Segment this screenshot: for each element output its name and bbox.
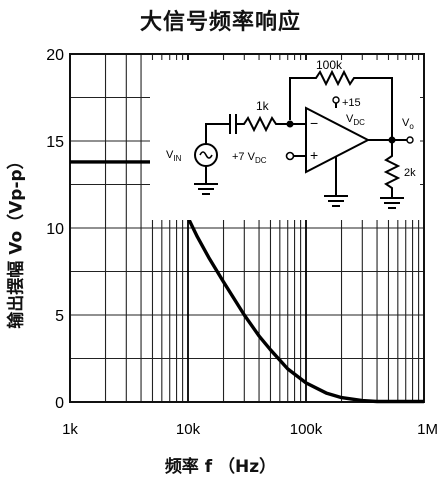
y-tick-label: 5: [55, 308, 64, 325]
y-tick-label: 10: [46, 221, 64, 238]
feedback-wire: [289, 69, 393, 140]
output-terminal: [406, 136, 414, 144]
circuit-diagram: 100k VIN 1k +7 VDC − + +15 VDC: [150, 58, 420, 220]
noninverting-symbol: +: [310, 147, 318, 163]
x-tick-label: 10k: [176, 421, 201, 438]
feedback-resistor-label: 100k: [316, 58, 343, 72]
load-resistor-label: 2k: [404, 167, 416, 179]
y-tick-label: 15: [46, 134, 64, 151]
bias-terminal: [285, 151, 295, 161]
x-tick-label: 1k: [62, 421, 78, 438]
sine-symbol: [199, 151, 213, 159]
y-tick-label: 20: [46, 47, 64, 64]
inverting-symbol: −: [310, 115, 318, 131]
input-resistor: [236, 115, 290, 133]
chart-title: 大信号频率响应: [139, 10, 301, 35]
y-tick-labels: 0 5 10 15 20: [46, 47, 64, 412]
supply-terminal: [332, 96, 340, 104]
x-tick-label: 1M: [417, 421, 438, 438]
input-resistor-label: 1k: [256, 99, 270, 113]
y-tick-label: 0: [55, 395, 64, 412]
x-tick-labels: 1k 10k 100k 1M: [62, 421, 438, 438]
x-tick-label: 100k: [290, 421, 323, 438]
x-axis-label: 频率 f （Hz）: [164, 457, 277, 477]
supply-unit-label: VDC: [346, 113, 365, 127]
supply-label: +15: [342, 97, 361, 109]
plot-frame: [69, 53, 425, 403]
output-label: Vo: [402, 117, 414, 131]
load-resistor: [383, 140, 401, 198]
bias-label: +7 VDC: [232, 151, 267, 165]
source-wire: [205, 123, 230, 144]
source-label: VIN: [166, 149, 182, 163]
